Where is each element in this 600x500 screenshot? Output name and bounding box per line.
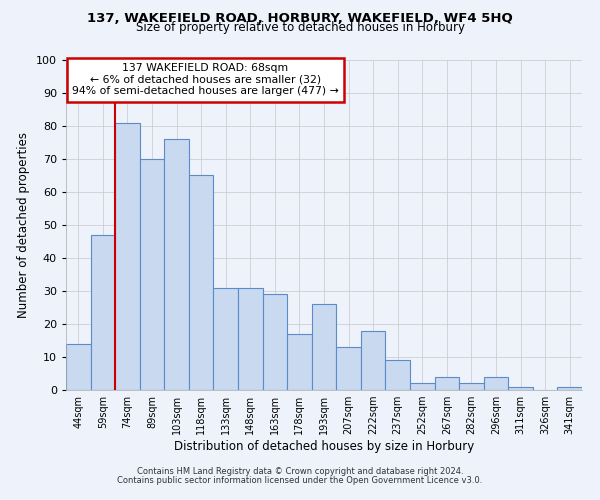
X-axis label: Distribution of detached houses by size in Horbury: Distribution of detached houses by size …	[174, 440, 474, 453]
Bar	[115, 122, 140, 390]
Text: Contains public sector information licensed under the Open Government Licence v3: Contains public sector information licen…	[118, 476, 482, 485]
Bar	[508, 386, 533, 390]
Bar	[385, 360, 410, 390]
Bar	[263, 294, 287, 390]
Bar	[238, 288, 263, 390]
Bar	[434, 377, 459, 390]
Text: 137 WAKEFIELD ROAD: 68sqm
← 6% of detached houses are smaller (32)
94% of semi-d: 137 WAKEFIELD ROAD: 68sqm ← 6% of detach…	[72, 64, 338, 96]
Bar	[336, 347, 361, 390]
Bar	[66, 344, 91, 390]
Bar	[287, 334, 312, 390]
Bar	[189, 176, 214, 390]
Bar	[214, 288, 238, 390]
Y-axis label: Number of detached properties: Number of detached properties	[17, 132, 31, 318]
Bar	[164, 139, 189, 390]
Bar	[459, 384, 484, 390]
Bar	[410, 384, 434, 390]
Bar	[140, 159, 164, 390]
Bar	[361, 330, 385, 390]
Text: 137, WAKEFIELD ROAD, HORBURY, WAKEFIELD, WF4 5HQ: 137, WAKEFIELD ROAD, HORBURY, WAKEFIELD,…	[87, 12, 513, 26]
Bar	[484, 377, 508, 390]
Text: Contains HM Land Registry data © Crown copyright and database right 2024.: Contains HM Land Registry data © Crown c…	[137, 467, 463, 476]
Text: Size of property relative to detached houses in Horbury: Size of property relative to detached ho…	[136, 22, 464, 35]
Bar	[91, 235, 115, 390]
Bar	[557, 386, 582, 390]
Bar	[312, 304, 336, 390]
